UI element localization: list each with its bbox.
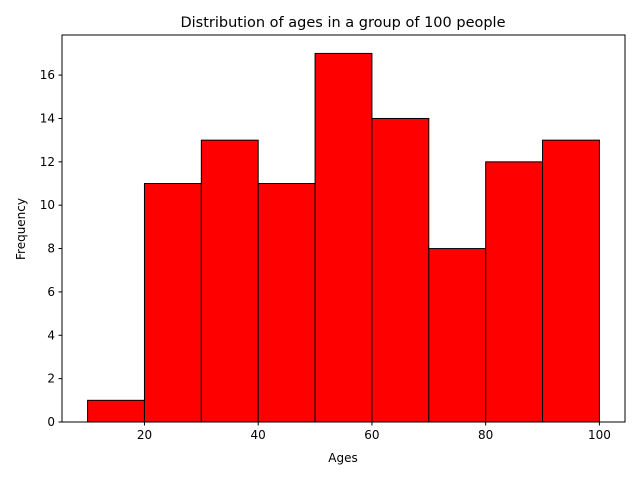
x-tick-label: 40: [251, 428, 266, 442]
y-tick-label: 8: [47, 242, 55, 256]
y-axis-ticks: 0 2 4 6 8 10 12 14 16: [40, 68, 62, 429]
x-tick-label: 80: [478, 428, 493, 442]
histogram-bar-70-80: [428, 248, 487, 423]
x-axis-label: Ages: [328, 451, 357, 465]
y-tick-label: 16: [40, 68, 55, 82]
x-axis-ticks: 20 40 60 80 100: [137, 422, 611, 442]
histogram-bar-90-100: [542, 139, 600, 423]
y-tick-label: 10: [40, 198, 55, 212]
histogram-bar-20-30: [143, 183, 202, 423]
y-tick-label: 4: [47, 328, 55, 342]
bars-group: [87, 52, 600, 423]
plot-frame: [61, 34, 626, 423]
histogram-bar-80-90: [485, 161, 544, 423]
histogram-bar-30-40: [200, 139, 259, 423]
y-tick-label: 2: [47, 372, 55, 386]
y-tick-label: 12: [40, 155, 55, 169]
x-tick-label: 100: [588, 428, 611, 442]
x-tick-label: 20: [137, 428, 152, 442]
y-axis-label: Frequency: [14, 198, 28, 260]
histogram-bar-60-70: [371, 117, 430, 423]
histogram-bar-40-50: [257, 183, 316, 423]
y-tick-label: 14: [40, 111, 55, 125]
histogram-bar-10-20: [87, 399, 145, 423]
chart-title: Distribution of ages in a group of 100 p…: [180, 15, 505, 31]
histogram-bar-50-60: [314, 52, 373, 423]
y-tick-label: 6: [47, 285, 55, 299]
x-tick-label: 60: [364, 428, 379, 442]
y-tick-label: 0: [47, 415, 55, 429]
